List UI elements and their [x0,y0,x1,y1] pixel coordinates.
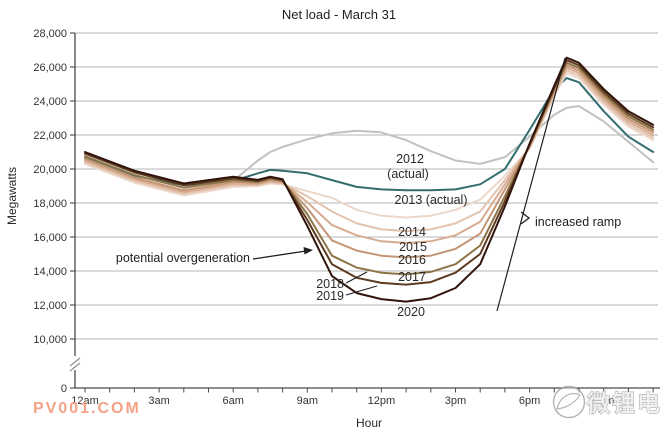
x-tick-label: 12am [71,395,99,407]
ramp-arrow-chevron [520,211,531,225]
y-tick-label: 14,000 [33,266,67,278]
x-tick-label: 9am [297,395,318,407]
series-line-2016 [84,66,655,244]
series-label-leader [345,271,368,284]
series-line-2014 [84,72,655,219]
x-tick-label: 3am [148,395,169,407]
series-line-2017 [84,64,655,259]
ramp-line [496,57,566,312]
series-line-2019 [84,59,655,286]
axis-break-mark [69,362,81,372]
series-line-2018 [84,61,655,276]
series-label: 2016 [398,253,426,267]
y-tick-label: 16,000 [33,232,67,244]
y-tick-label: 0 [61,383,67,395]
series-label: 2017 [398,270,426,284]
overgeneration-arrowhead [303,247,313,255]
series-line-2013-actual [84,77,655,192]
x-tick-label: 9pm [593,395,614,407]
chart-title: Net load - March 31 [282,7,396,22]
axis-break-gap [70,356,80,370]
watermark-weilidian-text: 微锂电 [586,390,662,416]
series-line-2012-actual [84,105,655,193]
y-tick-label: 24,000 [33,96,67,108]
series-label: 2019 [316,289,344,303]
y-tick-label: 28,000 [33,28,67,40]
watermark-weilidian: 微锂电 [552,385,662,419]
chart-generated-layer: 0 10,000 12,000 14,000 16,000 18,000 20,000 22,… [33,28,660,407]
series-line-2015 [84,69,655,233]
y-tick-label: 26,000 [33,62,67,74]
series-label: 2015 [399,240,427,254]
watermark-logo-swoosh [556,393,581,410]
y-tick-label: 18,000 [33,198,67,210]
x-axis-title: Hour [356,416,382,430]
series-label: 2014 [398,225,426,239]
series-label: 2018 [316,277,344,291]
y-tick-label: 20,000 [33,164,67,176]
series-line-2020 [84,56,655,303]
annotation-increased-ramp: increased ramp [535,215,621,229]
x-tick-label: 3pm [445,395,466,407]
overgeneration-arrow-line [252,250,307,260]
watermark-pv001: PV001.COM [33,400,141,417]
x-tick-label: 12pm [368,395,396,407]
x-tick-label: 6pm [519,395,540,407]
series-label: (actual) [387,167,429,181]
axis-break-mark [69,357,81,367]
y-axis-title: Megawatts [5,167,19,225]
y-tick-label: 12,000 [33,300,67,312]
y-tick-label: 10,000 [33,334,67,346]
y-tick-label: 22,000 [33,130,67,142]
series-label: 2012 [396,152,424,166]
x-tick-label: 6am [222,395,243,407]
annotation-overgeneration: potential overgeneration [116,251,250,265]
series-label: 2013 (actual) [395,193,468,207]
series-label-leader [345,285,378,296]
series-label: 2020 [397,305,425,319]
